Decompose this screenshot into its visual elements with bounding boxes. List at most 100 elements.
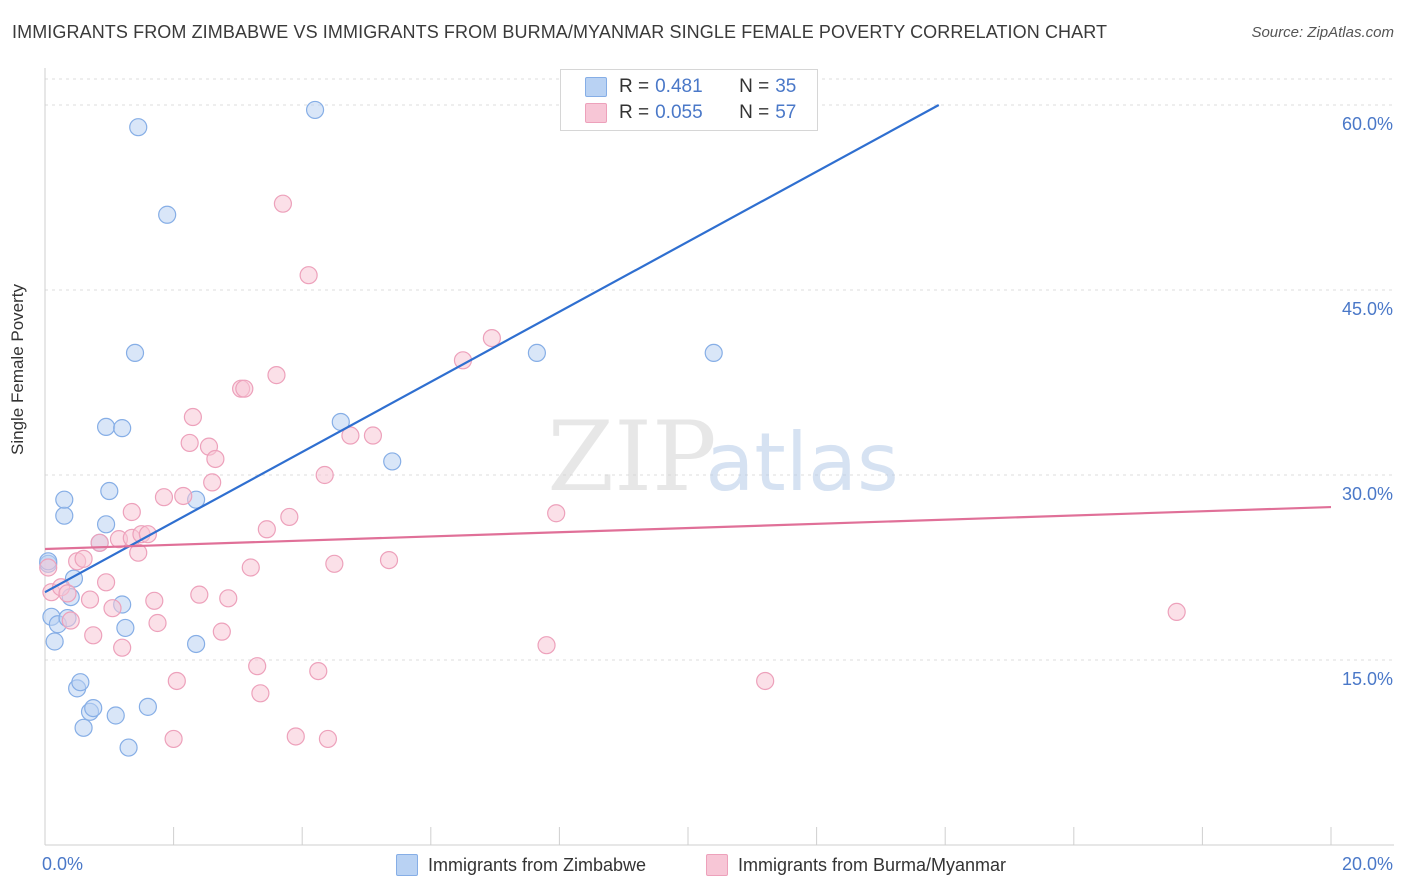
burma-point xyxy=(113,638,132,657)
y-tick-label: 15.0% xyxy=(1342,669,1393,689)
burma-point xyxy=(235,379,254,398)
burma-point xyxy=(251,684,270,703)
zimbabwe-point xyxy=(383,452,402,471)
zimbabwe-point xyxy=(305,100,325,120)
zimbabwe-point xyxy=(704,343,723,362)
burma-point xyxy=(219,589,238,608)
zimbabwe-point xyxy=(45,632,64,651)
y-axis-label: Single Female Poverty xyxy=(8,283,27,455)
burma-point xyxy=(80,590,100,609)
legend-swatch-burma xyxy=(585,103,607,123)
legend-row-zimbabwe: R = 0.481 N = 35 xyxy=(585,74,796,100)
burma-point xyxy=(203,473,222,492)
legend-row-burma: R = 0.055 N = 57 xyxy=(585,100,796,126)
zimbabwe-trend-line xyxy=(44,104,940,594)
zimbabwe-point xyxy=(119,738,138,757)
burma-point xyxy=(164,729,183,749)
legend-n-value: 35 xyxy=(775,76,797,97)
burma-point xyxy=(74,549,93,568)
burma-point xyxy=(309,661,328,681)
burma-point xyxy=(61,611,80,630)
burma-point xyxy=(190,585,209,604)
axes xyxy=(44,68,1394,846)
burma-point xyxy=(122,502,141,522)
correlation-legend: R = 0.481 N = 35 R = 0.055 N = 57 xyxy=(560,69,818,131)
zimbabwe-point xyxy=(113,419,132,438)
zimbabwe-point xyxy=(55,490,74,509)
trend-lines xyxy=(44,104,1332,594)
bottom-legend-swatch-burma xyxy=(706,854,728,876)
zimbabwe-point xyxy=(96,417,116,436)
zimbabwe-point xyxy=(138,697,157,716)
zimbabwe-point xyxy=(100,481,119,501)
burma-point xyxy=(756,671,775,691)
burma-point xyxy=(39,558,58,577)
burma-point xyxy=(103,599,122,618)
bottom-legend-zimbabwe: Immigrants from Zimbabwe xyxy=(396,852,646,878)
burma-point xyxy=(129,543,148,562)
bottom-legend-swatch-zimbabwe xyxy=(396,854,418,876)
legend-r-value: 0.055 xyxy=(655,102,703,123)
legend-n-label: N = xyxy=(739,102,770,123)
zimbabwe-point xyxy=(55,506,74,525)
burma-point xyxy=(318,729,338,749)
legend-r-value: 0.481 xyxy=(655,76,703,97)
burma-point xyxy=(280,507,299,527)
zimbabwe-point xyxy=(125,343,145,362)
legend-swatch-zimbabwe xyxy=(585,77,607,97)
burma-point xyxy=(58,584,77,603)
watermark-zip: ZIP xyxy=(547,401,716,513)
zimbabwe-point xyxy=(527,343,546,362)
burma-trend-line xyxy=(44,505,1332,551)
zimbabwe-point xyxy=(96,515,116,534)
burma-point xyxy=(241,558,260,577)
burma-point xyxy=(167,671,186,691)
burma-point xyxy=(547,504,566,523)
burma-point xyxy=(257,520,276,539)
burma-point xyxy=(267,366,286,385)
zimbabwe-point xyxy=(158,205,177,224)
zimbabwe-point xyxy=(84,698,103,718)
burma-point xyxy=(90,533,109,552)
burma-point xyxy=(154,488,174,507)
bottom-legend-burma: Immigrants from Burma/Myanmar xyxy=(706,852,1006,878)
chart-title: IMMIGRANTS FROM ZIMBABWE VS IMMIGRANTS F… xyxy=(12,22,1108,42)
legend-n-value: 57 xyxy=(775,102,797,123)
bottom-legend-label-zimbabwe: Immigrants from Zimbabwe xyxy=(428,854,647,875)
y-tick-label: 30.0% xyxy=(1342,484,1393,504)
x-tick-label: 20.0% xyxy=(1342,854,1393,874)
zimbabwe-point xyxy=(116,618,135,638)
burma-point xyxy=(96,573,116,592)
burma-point xyxy=(482,329,501,348)
burma-point xyxy=(315,465,334,485)
burma-point xyxy=(145,591,164,610)
watermark-atlas: atlas xyxy=(705,416,898,509)
burma-point xyxy=(325,554,344,573)
burma-point xyxy=(379,550,399,570)
zimbabwe-point xyxy=(106,706,125,725)
zimbabwe-point xyxy=(129,118,148,137)
burma-point xyxy=(1167,602,1186,622)
watermark: ZIP atlas xyxy=(547,401,898,513)
y-tick-label: 60.0% xyxy=(1342,114,1393,134)
burma-point xyxy=(174,486,193,506)
burma-point xyxy=(286,727,305,746)
scatter-points xyxy=(39,100,1186,757)
burma-point xyxy=(341,426,360,445)
burma-point xyxy=(180,433,199,453)
burma-point xyxy=(273,194,293,213)
burma-point xyxy=(248,657,267,676)
y-tick-label: 45.0% xyxy=(1342,299,1393,319)
burma-point xyxy=(84,626,103,645)
legend-r-label: R = xyxy=(619,102,650,123)
burma-point xyxy=(183,407,202,427)
bottom-legend-label-burma: Immigrants from Burma/Myanmar xyxy=(738,854,1007,875)
legend-n-label: N = xyxy=(739,76,770,97)
burma-point xyxy=(299,266,318,285)
zimbabwe-point xyxy=(71,673,90,692)
burma-point xyxy=(148,613,167,633)
tick-labels: 15.0% 30.0% 45.0% 60.0% 0.0% 20.0% xyxy=(42,114,1393,874)
x-tick-label: 0.0% xyxy=(42,854,83,874)
burma-point xyxy=(206,449,225,469)
